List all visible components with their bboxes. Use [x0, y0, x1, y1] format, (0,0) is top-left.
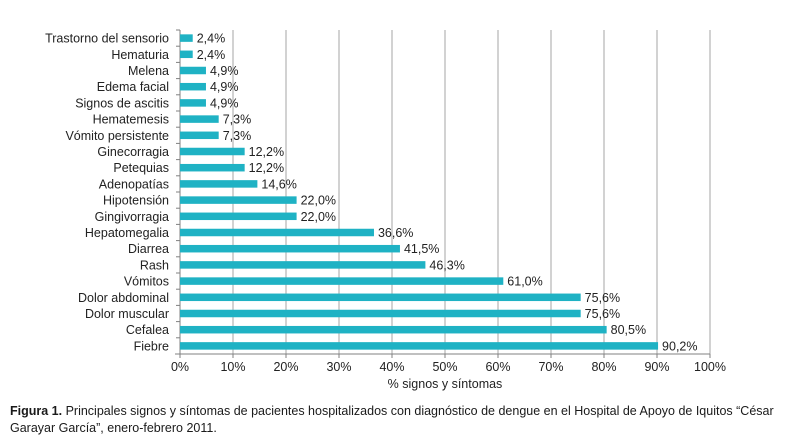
caption-text: Principales signos y síntomas de pacient… — [10, 404, 774, 435]
category-label: Edema facial — [97, 80, 169, 94]
bar — [180, 163, 245, 172]
value-label: 75,6% — [585, 307, 620, 321]
bar — [180, 180, 258, 188]
value-label: 14,6% — [261, 177, 296, 191]
category-labels: Trastorno del sensorio Hematuria Melena Ede… — [45, 32, 169, 354]
bar — [180, 293, 581, 302]
category-label: Petequias — [113, 161, 169, 175]
bar — [180, 212, 297, 221]
x-tick-labels: 0% 10% 20% 30% 40% 50% 60% 70% 80% 90% 100% — [171, 360, 726, 374]
category-label: Hepatomegalia — [85, 226, 169, 240]
gridlines — [175, 29, 711, 358]
bars — [180, 34, 659, 350]
category-label: Melena — [128, 64, 169, 78]
value-labels: 2,4% 2,4% 4,9% 4,9% 4,9% 7,3% 7,3% 12,2% 12,2% 14… — [197, 32, 698, 354]
category-label: Vómitos — [124, 275, 169, 289]
value-label: 12,2% — [249, 145, 284, 159]
x-tick-label: 10% — [220, 360, 245, 374]
category-label: Dolor muscular — [85, 307, 169, 321]
category-label: Ginecorragia — [97, 145, 169, 159]
category-label: Dolor abdominal — [78, 291, 169, 305]
value-label: 4,9% — [210, 96, 239, 110]
bar — [180, 99, 206, 107]
value-label: 36,6% — [378, 226, 413, 240]
category-label: Signos de ascitis — [75, 96, 169, 110]
bar-chart: Trastorno del sensorio Hematuria Melena Ede… — [45, 29, 726, 391]
value-label: 2,4% — [197, 48, 226, 62]
value-label: 22,0% — [301, 194, 336, 208]
category-label: Trastorno del sensorio — [45, 32, 169, 46]
value-label: 22,0% — [301, 210, 336, 224]
x-tick-label: 40% — [379, 360, 404, 374]
bar — [180, 228, 374, 237]
x-tick-label: 80% — [591, 360, 616, 374]
x-tick-label: 50% — [432, 360, 457, 374]
bar — [180, 309, 581, 318]
bar — [180, 66, 206, 75]
bar — [180, 261, 426, 269]
x-tick-label: 20% — [273, 360, 298, 374]
x-axis-title: % signos y síntomas — [388, 377, 503, 391]
bar — [180, 131, 219, 140]
bar — [180, 196, 297, 204]
category-label: Diarrea — [128, 242, 169, 256]
value-label: 61,0% — [507, 275, 542, 289]
category-label: Hematemesis — [93, 113, 169, 127]
category-label: Hipotensión — [103, 194, 169, 208]
x-tick-label: 0% — [171, 360, 189, 374]
bar — [180, 342, 659, 350]
caption-label: Figura 1. — [10, 404, 63, 418]
bar — [180, 34, 193, 42]
x-tick-label: 90% — [644, 360, 669, 374]
bar — [180, 115, 219, 123]
bar — [180, 244, 400, 253]
bar — [180, 82, 206, 91]
value-label: 90,2% — [662, 339, 697, 353]
value-label: 7,3% — [223, 113, 252, 127]
x-tick-label: 100% — [694, 360, 726, 374]
category-label: Hematuria — [111, 48, 169, 62]
value-label: 80,5% — [611, 323, 646, 337]
x-tick-label: 70% — [538, 360, 563, 374]
category-label: Adenopatías — [99, 177, 169, 191]
bar — [180, 147, 245, 156]
category-label: Gingivorragia — [95, 210, 169, 224]
category-label: Cefalea — [126, 323, 169, 337]
value-label: 4,9% — [210, 80, 239, 94]
value-label: 7,3% — [223, 129, 252, 143]
category-label: Vómito persistente — [65, 129, 169, 143]
value-label: 2,4% — [197, 32, 226, 46]
x-tick-label: 60% — [485, 360, 510, 374]
value-label: 75,6% — [585, 291, 620, 305]
figure-caption: Figura 1. Principales signos y síntomas … — [10, 403, 785, 437]
value-label: 41,5% — [404, 242, 439, 256]
x-tick-label: 30% — [326, 360, 351, 374]
value-label: 4,9% — [210, 64, 239, 78]
value-label: 46,3% — [429, 258, 464, 272]
bar — [180, 50, 193, 59]
category-label: Rash — [140, 258, 169, 272]
bar — [180, 277, 504, 285]
value-label: 12,2% — [249, 161, 284, 175]
category-label: Fiebre — [134, 339, 169, 353]
bar — [180, 325, 607, 334]
